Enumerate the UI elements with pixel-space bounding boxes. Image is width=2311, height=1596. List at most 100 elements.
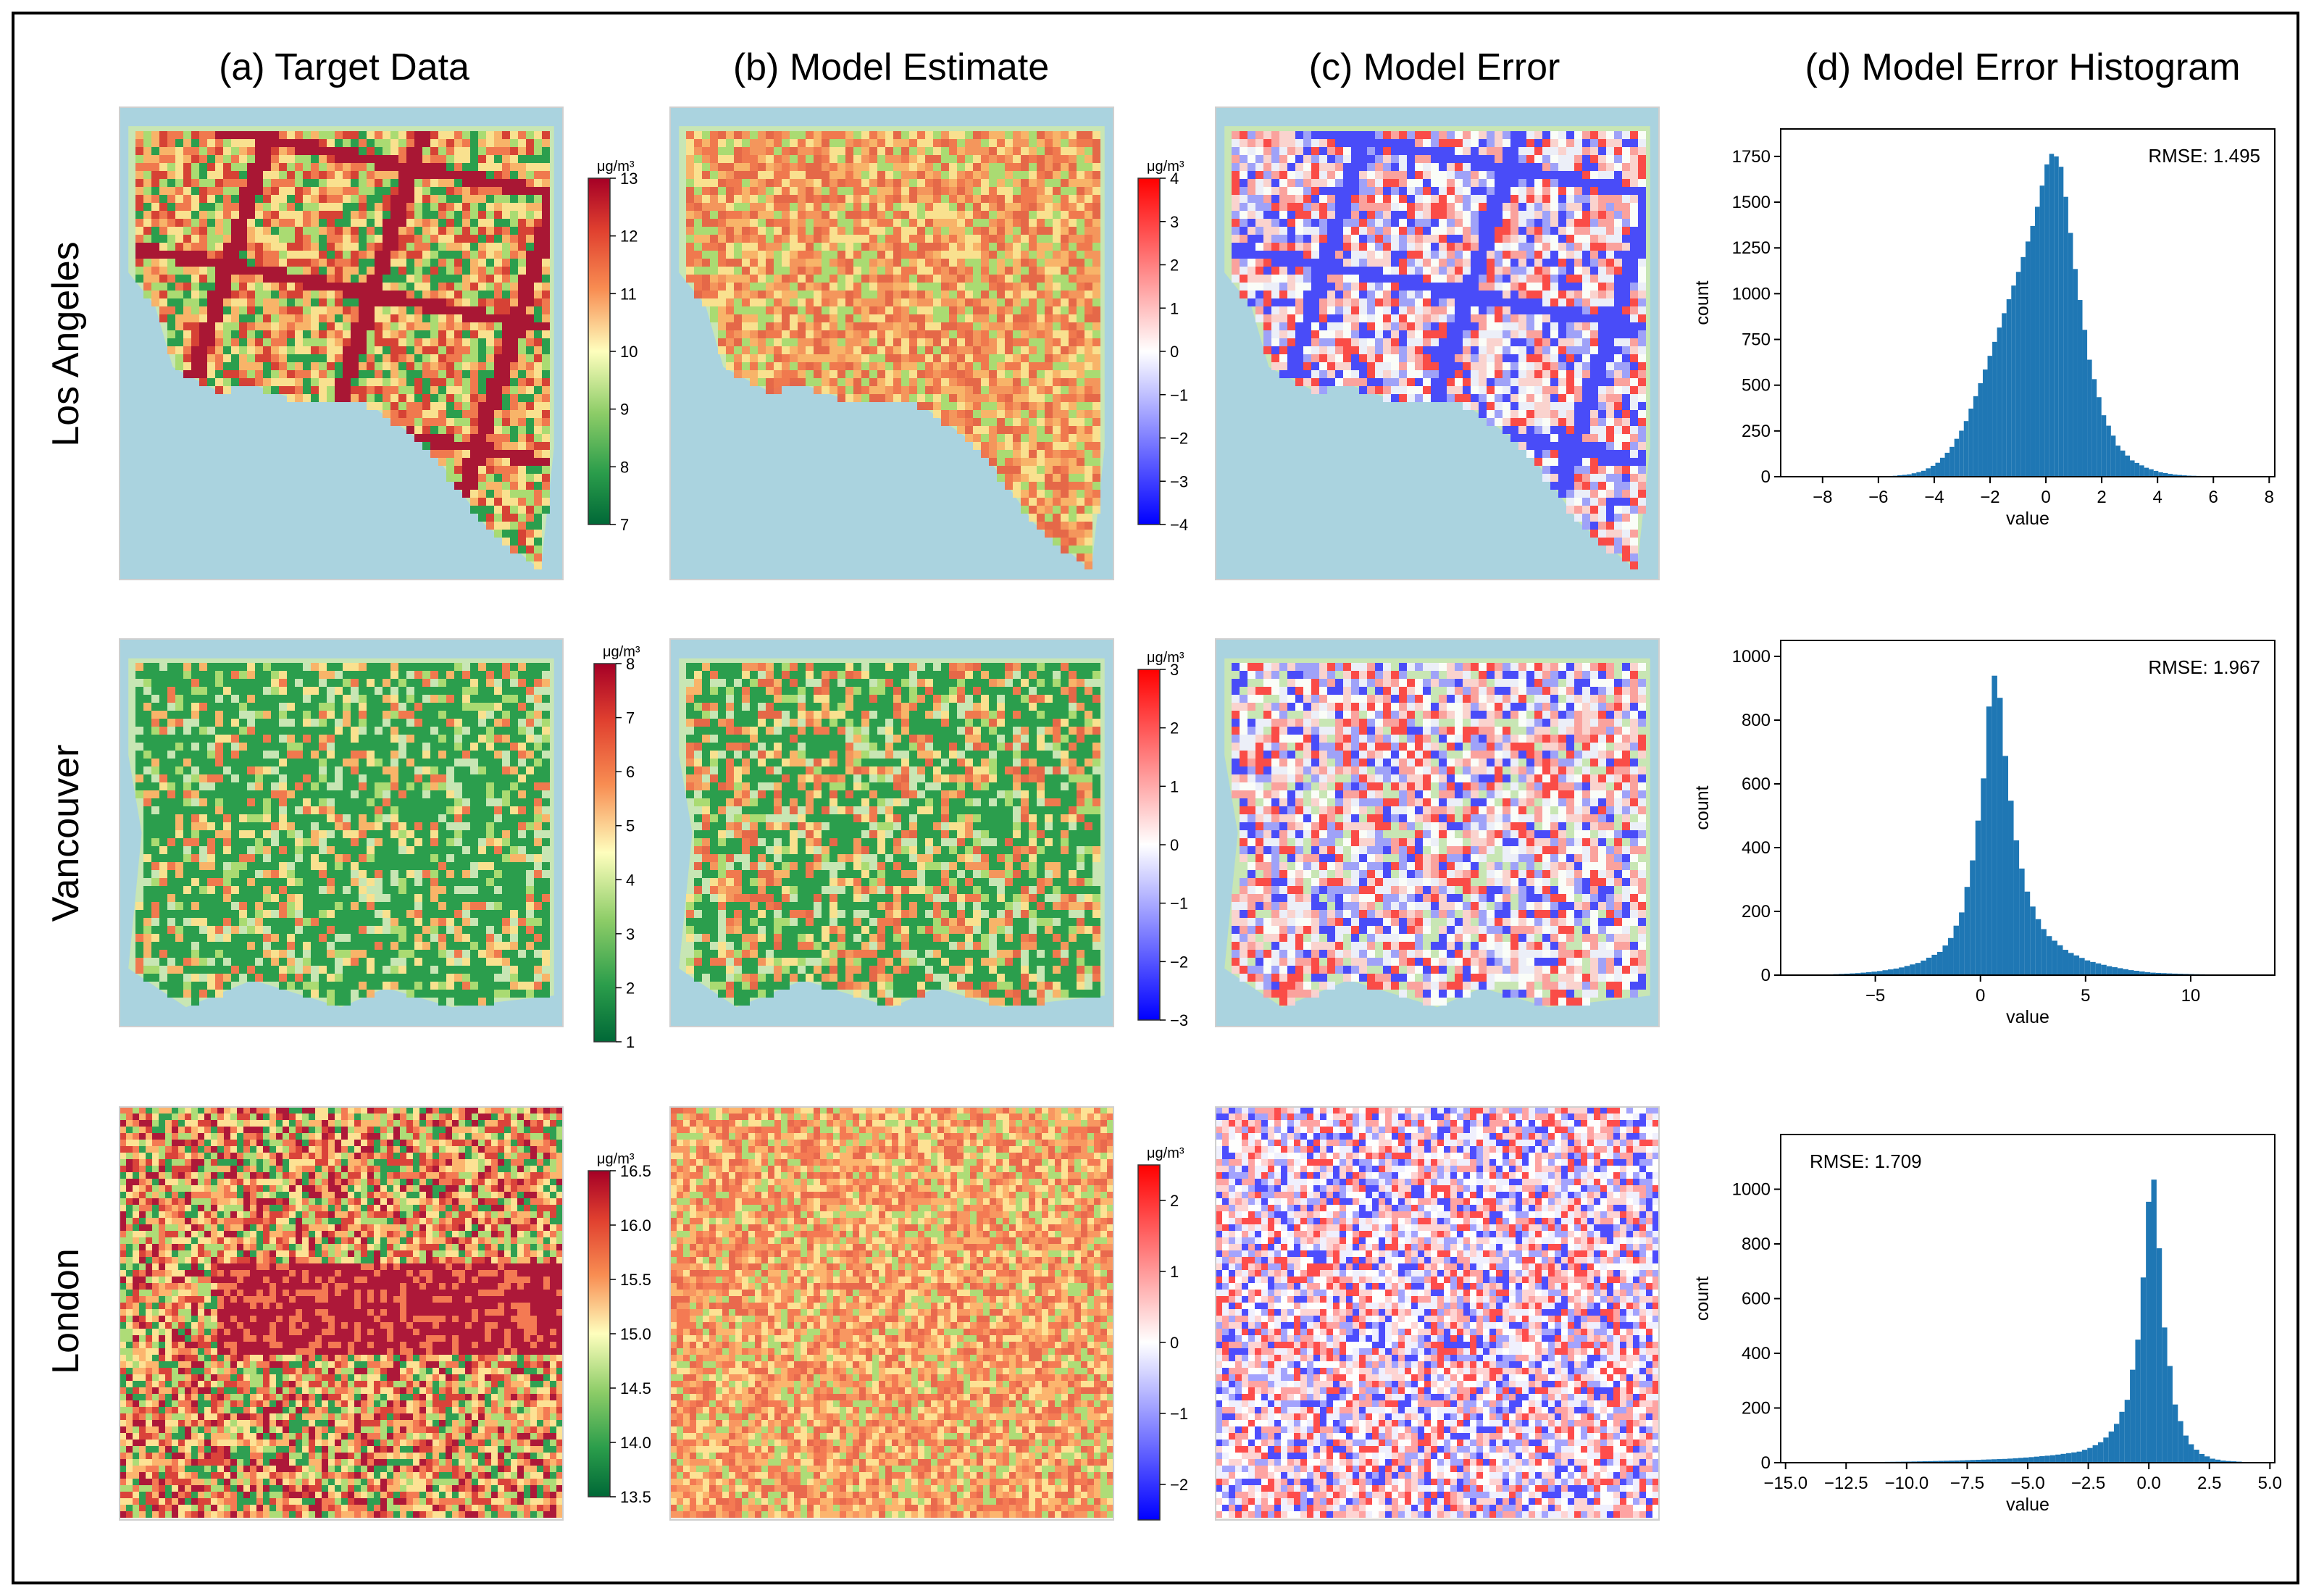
histogram-bar (1948, 937, 1954, 975)
y-tick-label: 250 (1742, 422, 1771, 441)
x-tick-label: 8 (2265, 488, 2274, 507)
histogram-los-angeles: −8 −6 −4 −2 0 2 4 6 8 0 250 500 750 1000 1250 1500 1750 v… (1692, 128, 2276, 529)
x-tick-label: −5 (1865, 986, 1885, 1006)
histogram-bar (2101, 415, 2107, 477)
histogram-bar (2155, 972, 2162, 975)
map-vancouver-target (119, 638, 564, 1027)
histogram-bar (1997, 698, 2003, 975)
x-axis-label: value (2006, 509, 2049, 529)
histogram-bar (2071, 1452, 2077, 1463)
histogram-bar (1926, 957, 1932, 975)
x-tick-label: −2 (1980, 488, 1999, 507)
histogram-bar (2092, 1445, 2098, 1463)
colorbar-vancouver-target: μg/m³8 7 6 5 4 3 2 1 (593, 644, 640, 1051)
histogram-bar (2106, 425, 2111, 477)
histogram-bar (2087, 1447, 2093, 1463)
colorbar-tick-label: 8 (620, 458, 629, 476)
histogram-bar (2052, 940, 2057, 975)
histogram-bar (2025, 241, 2031, 477)
histogram-bar (2135, 1340, 2141, 1463)
histogram-bar (2183, 1435, 2189, 1463)
histogram-bar (2020, 256, 2026, 477)
histogram-bar (1855, 973, 1861, 975)
colorbar-tick-label: 2 (626, 979, 635, 997)
histogram-bar (1915, 963, 1921, 975)
histogram-bar (2134, 971, 2140, 975)
y-tick-label: 200 (1742, 902, 1771, 922)
histogram-bar (1975, 820, 1981, 975)
histogram-bar (1902, 475, 1907, 477)
histogram-bar (1910, 964, 1915, 975)
histogram-bar (2117, 968, 2123, 975)
y-tick-label: 1000 (1732, 1180, 1771, 1200)
rmse-annotation: RMSE: 1.495 (2148, 145, 2260, 167)
histogram-bar (2035, 206, 2040, 477)
colorbar-tick-label: −1 (1170, 386, 1188, 404)
histogram-bar (1949, 1461, 1955, 1463)
colorbar-tick-label: 1 (626, 1033, 635, 1051)
histogram-bar (2082, 330, 2088, 477)
x-tick-label: −4 (1924, 488, 1944, 507)
y-tick-label: 0 (1761, 467, 1771, 487)
histogram-bar (2095, 963, 2102, 975)
histogram-bar (2076, 1451, 2082, 1463)
histogram-bar (1992, 341, 1997, 477)
histogram-bar (1981, 778, 1986, 975)
histogram-bar (2002, 313, 2007, 477)
histogram-bar (2097, 397, 2102, 477)
histogram-bar (1943, 1461, 1949, 1463)
histogram-bar (2101, 964, 2107, 975)
histogram-bar (2128, 970, 2134, 975)
colorbar-tick-label: −3 (1170, 472, 1188, 490)
histogram-bar (2060, 1453, 2066, 1463)
histogram-bar (2019, 868, 2025, 975)
histogram-bar (1907, 474, 1912, 477)
colorbar-unit: μg/m³ (603, 644, 640, 660)
row-title-los-angeles: Los Angeles (45, 241, 87, 446)
histogram-bar (2030, 225, 2036, 477)
histogram-bar (2177, 475, 2183, 477)
map-vancouver-error (1215, 638, 1660, 1027)
x-tick-label: 4 (2152, 488, 2162, 507)
histogram-bar (2011, 285, 2016, 477)
histogram-bar (1986, 1459, 1992, 1463)
histogram-bar (2110, 435, 2116, 477)
histogram-bar (2139, 465, 2144, 477)
histogram-bar (1959, 912, 1965, 975)
histogram-bar (1932, 1461, 1939, 1463)
colorbar-los-angeles-error: μg/m³4 3 2 1 0 −1 −2 −3 −4 (1137, 159, 1188, 534)
histogram-bar (2063, 196, 2068, 477)
colorbar-tick-label: 5 (626, 817, 635, 835)
colorbar-tick-label: 0 (1170, 1334, 1179, 1352)
histogram-bar (1959, 430, 1964, 477)
histogram-bars (1857, 1179, 2247, 1463)
histogram-bar (1916, 472, 1921, 477)
x-tick-label: 0.0 (2136, 1474, 2160, 1493)
colorbar-vancouver-error: μg/m³3 2 1 0 −1 −2 −3 (1137, 650, 1188, 1029)
rmse-annotation: RMSE: 1.709 (1810, 1150, 1922, 1172)
histogram-bar (2199, 1453, 2205, 1463)
histogram-bar (1888, 969, 1894, 975)
colorbar-tick-label: −2 (1170, 1476, 1188, 1494)
histogram-bar (2002, 756, 2009, 975)
histogram-bar (2194, 1450, 2199, 1463)
x-tick-label: −10.0 (1884, 1474, 1928, 1493)
histogram-bar (2162, 472, 2168, 477)
colorbar-tick-label: 15.0 (620, 1325, 651, 1343)
y-tick-label: 0 (1761, 966, 1771, 985)
histogram-bar (1991, 1459, 1997, 1463)
colorbar-tick-label: 15.5 (620, 1271, 651, 1289)
histogram-bar (2015, 272, 2021, 477)
histogram-bar (2035, 919, 2042, 975)
histogram-bar (2172, 1404, 2178, 1463)
x-tick-label: −8 (1813, 488, 1832, 507)
histogram-bar (2091, 379, 2097, 477)
colorbar-tick-label: 14.5 (620, 1379, 651, 1397)
histogram-bar (1959, 1460, 1965, 1463)
histogram-bar (2079, 958, 2085, 975)
colorbar-london-error: μg/m³ 2 1 0 −1 −2 (1137, 1145, 1188, 1521)
histogram-bar (1936, 951, 1943, 975)
histogram-bar (2153, 470, 2159, 477)
histogram-bar (2028, 1457, 2034, 1463)
